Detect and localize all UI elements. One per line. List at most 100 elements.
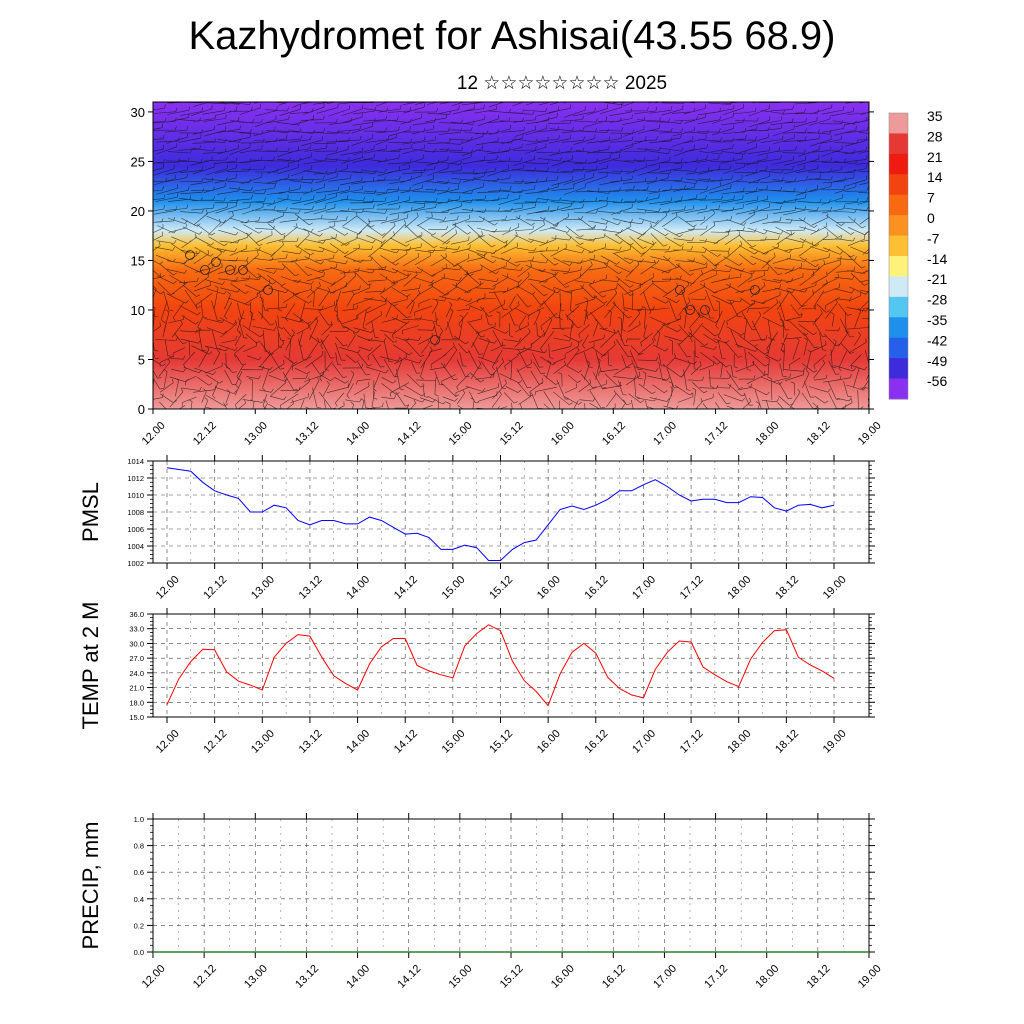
x-tick-label: 12.12 — [201, 574, 229, 602]
colorbar-label: 28 — [927, 128, 943, 144]
calm-wind-circle — [750, 285, 760, 295]
colorbar-label: -56 — [927, 373, 947, 389]
colorbar-swatch — [889, 296, 908, 318]
x-tick-label: 12.00 — [140, 963, 168, 991]
temp-2m-chart: 15.0 18.0 21.0 24.0 27.0 30.0 33.0 36.0 12.00 12.… — [78, 602, 875, 756]
wind-vector-lines — [153, 102, 869, 409]
y-tick-label: 15.0 — [129, 713, 144, 722]
y-tick-label: 1.0 — [134, 815, 144, 824]
calm-wind-circle — [263, 285, 273, 295]
x-tick-label: 12.00 — [140, 420, 168, 448]
calm-wind-circle — [211, 257, 221, 267]
y-axis-title: PRECIP, mm — [78, 822, 103, 950]
x-tick-label: 17.00 — [630, 728, 658, 756]
colorbar-label: -21 — [927, 271, 947, 287]
colorbar-label: 0 — [927, 210, 935, 226]
y-tick-label: 0.4 — [134, 895, 144, 904]
colorbar-label: 21 — [927, 149, 943, 165]
temp-2m-series-line — [166, 624, 835, 707]
x-tick-label: 12.12 — [191, 963, 219, 991]
y-tick-label: 30.0 — [129, 639, 144, 648]
plot-frame — [152, 613, 870, 718]
colorbar-label: -14 — [927, 251, 947, 267]
x-tick-label: 13.12 — [297, 728, 325, 756]
calm-wind-circle — [238, 265, 248, 275]
page-subtitle: 12 ☆☆☆☆☆☆☆☆ 2025 — [456, 73, 668, 94]
calm-wind-circle — [200, 265, 210, 275]
colorbar-swatch — [889, 153, 908, 175]
x-tick-label: 19.00 — [856, 420, 884, 448]
x-tick-label: 13.12 — [293, 963, 321, 991]
x-tick-label: 15.00 — [447, 420, 475, 448]
x-tick-label: 18.12 — [805, 963, 833, 991]
y-tick-label: 5 — [138, 352, 145, 367]
y-axis-title: PMSL — [78, 482, 103, 542]
colorbar-swatch — [889, 358, 908, 380]
y-tick-label: 24.0 — [129, 669, 144, 678]
x-tick-label: 17.12 — [678, 728, 706, 756]
calm-wind-circle — [700, 305, 710, 315]
x-tick-label: 19.00 — [856, 963, 884, 991]
colorbar-swatch — [889, 317, 908, 339]
precip-chart: 0.0 0.2 0.4 0.6 0.8 1.0 12.00 12.12 13.00 13.12 14… — [78, 813, 884, 991]
colorbar-label: 14 — [927, 169, 943, 185]
x-tick-label: 13.00 — [242, 963, 270, 991]
pmsl-chart: 1002 1004 1006 1008 1010 1012 1014 12.00 12.12 13… — [78, 455, 875, 602]
x-tick-label: 15.00 — [440, 574, 468, 602]
y-tick-label: 1014 — [127, 457, 144, 466]
heatmap-field — [153, 102, 869, 409]
x-tick-label: 14.12 — [395, 420, 423, 448]
colorbar-swatch — [889, 113, 908, 134]
x-tick-label: 13.00 — [249, 574, 277, 602]
x-tick-label: 18.12 — [773, 728, 801, 756]
calm-wind-circle — [675, 285, 685, 295]
x-tick-label: 16.00 — [535, 574, 563, 602]
x-tick-label: 16.12 — [583, 574, 611, 602]
x-tick-label: 18.12 — [805, 420, 833, 448]
x-tick-label: 17.12 — [702, 420, 730, 448]
x-tick-label: 17.00 — [651, 963, 679, 991]
colorbar-swatch — [889, 194, 908, 216]
y-tick-label: 36.0 — [129, 610, 144, 619]
y-tick-label: 33.0 — [129, 625, 144, 634]
colorbar-swatch — [889, 235, 908, 257]
colorbar-frame — [888, 112, 909, 400]
x-tick-label: 16.00 — [535, 728, 563, 756]
calm-wind-circle — [225, 265, 235, 275]
x-tick-label: 14.12 — [392, 574, 420, 602]
x-tick-label: 14.00 — [344, 574, 372, 602]
wind-vectors — [153, 102, 869, 409]
y-tick-label: 18.0 — [129, 698, 144, 707]
y-tick-label: 25 — [131, 154, 145, 169]
x-tick-label: 18.00 — [725, 728, 753, 756]
x-tick-label: 14.12 — [395, 963, 423, 991]
cross-section-heatmap: 0 5 10 15 20 25 30 12.00 12.12 13.00 13.12 14.00 14.… — [131, 101, 884, 448]
colorbar-swatch — [889, 276, 908, 298]
x-tick-label: 17.12 — [678, 574, 706, 602]
x-tick-label: 17.00 — [630, 574, 658, 602]
calm-wind-circle — [185, 250, 195, 260]
x-tick-label: 14.12 — [392, 728, 420, 756]
x-tick-label: 13.00 — [249, 728, 277, 756]
y-tick-label: 15 — [131, 253, 145, 268]
x-tick-label: 15.00 — [447, 963, 475, 991]
colorbar-swatch — [889, 256, 908, 277]
temperature-colorbar: 35 28 21 14 7 0 -7 -14 -21 -28 -35 -42 -49 -56 — [888, 108, 947, 400]
x-tick-label: 16.12 — [583, 728, 611, 756]
colorbar-label: -7 — [927, 230, 940, 246]
colorbar-label: -28 — [927, 292, 947, 308]
page-title: Kazhydromet for Ashisai(43.55 68.9) — [188, 14, 836, 58]
x-tick-label: 13.00 — [242, 420, 270, 448]
colorbar-swatch — [889, 133, 908, 155]
x-tick-label: 17.12 — [702, 963, 730, 991]
calm-wind-circle — [430, 335, 440, 345]
colorbar-label: 7 — [927, 190, 935, 206]
x-tick-label: 16.00 — [549, 963, 577, 991]
y-tick-label: 20 — [131, 204, 145, 219]
colorbar-label: -35 — [927, 312, 947, 328]
x-tick-label: 16.12 — [600, 963, 628, 991]
x-tick-label: 18.00 — [725, 574, 753, 602]
x-tick-label: 12.00 — [154, 728, 182, 756]
y-tick-label: 0.0 — [134, 948, 144, 957]
